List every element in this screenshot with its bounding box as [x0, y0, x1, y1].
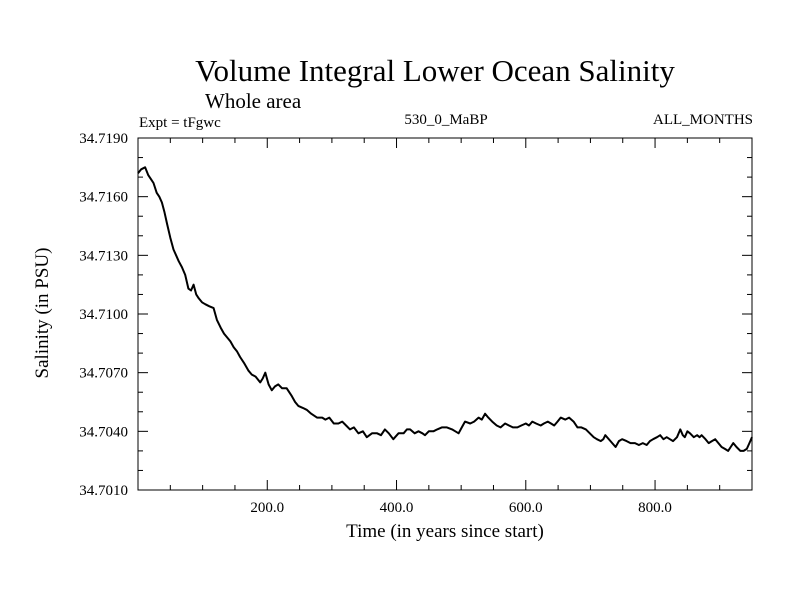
y-tick-label: 34.7100: [79, 307, 128, 323]
y-tick-label: 34.7190: [79, 131, 128, 147]
y-axis-label: Salinity (in PSU): [32, 248, 53, 379]
x-tick-label: 400.0: [380, 500, 414, 516]
y-tick-label: 34.7130: [79, 248, 128, 264]
y-tick-label: 34.7010: [79, 483, 128, 499]
chart-title: Volume Integral Lower Ocean Salinity: [195, 53, 675, 88]
y-tick-label: 34.7160: [79, 190, 128, 206]
plot-frame: [137, 137, 753, 491]
x-tick-label: 800.0: [638, 500, 672, 516]
x-axis-label: Time (in years since start): [346, 521, 544, 542]
axis-ticks: [138, 138, 752, 490]
x-tick-label: 600.0: [509, 500, 543, 516]
chart-subtitle: Whole area: [205, 89, 302, 113]
x-tick-label: 200.0: [250, 500, 284, 516]
series-line-salinity: [137, 166, 753, 452]
axis-tick-labels: 200.0 400.0 600.0 800.0 34.7010 34.7040 34.707…: [79, 131, 672, 516]
y-tick-label: 34.7040: [79, 424, 128, 440]
months-label: ALL_MONTHS: [653, 112, 753, 128]
period-label: 530_0_MaBP: [404, 112, 487, 128]
y-tick-label: 34.7070: [79, 366, 128, 382]
experiment-label: Expt = tFgwc: [139, 115, 221, 131]
